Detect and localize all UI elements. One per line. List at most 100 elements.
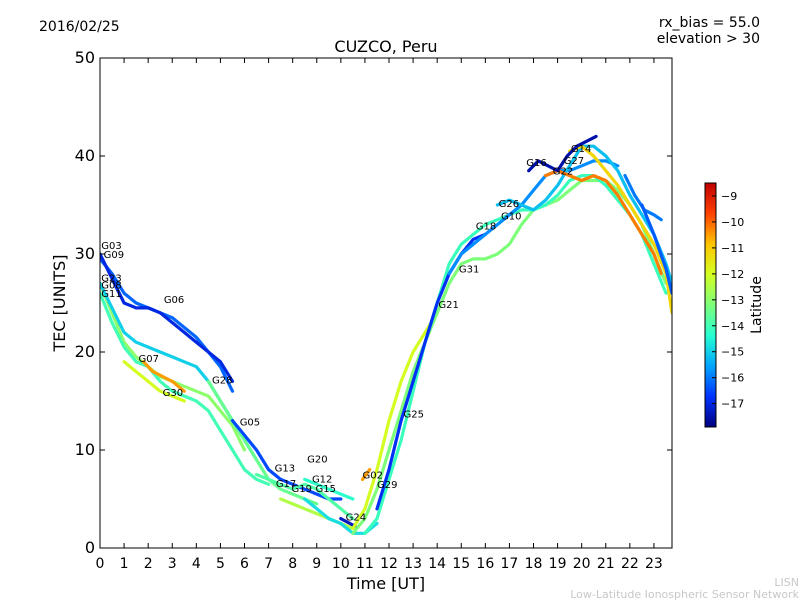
- tec-track-25: [640, 203, 672, 295]
- tec-track-19: [447, 159, 620, 276]
- satellite-label-g20: G20: [307, 455, 327, 466]
- tec-track-11: [303, 477, 355, 501]
- satellite-label-g10: G10: [501, 212, 521, 223]
- rx-bias-label: rx_bias = 55.0: [659, 15, 760, 31]
- tec-track-16: [351, 178, 668, 535]
- satellite-label-g08: G08: [101, 280, 121, 291]
- satellite-label-g07: G07: [139, 354, 159, 365]
- x-tick-label: 7: [264, 556, 273, 572]
- x-tick-label: 1: [120, 556, 129, 572]
- y-tick-label: 0: [85, 538, 95, 557]
- satellite-label-g23: G23: [101, 273, 121, 284]
- x-tick-label: 12: [380, 556, 398, 572]
- tec-track-17: [363, 174, 668, 535]
- satellite-label-g13: G13: [275, 464, 295, 475]
- satellite-label-g16: G16: [526, 158, 546, 169]
- x-tick-label: 22: [621, 556, 639, 572]
- tec-track-6: [141, 360, 186, 393]
- x-tick-label: 19: [549, 556, 567, 572]
- x-tick-label: 11: [356, 556, 374, 572]
- y-tick-label: 40: [75, 146, 95, 165]
- tec-tracks: [100, 134, 672, 535]
- x-tick-label: 21: [597, 556, 615, 572]
- tec-track-9: [254, 472, 355, 521]
- y-axis-ticks: 0 10 20 30 40 50: [75, 48, 672, 557]
- x-tick-label: 23: [645, 556, 663, 572]
- colorbar: [704, 182, 717, 428]
- satellite-label-g15: G15: [316, 484, 336, 495]
- satellite-label-g03: G03: [101, 241, 121, 252]
- x-tick-label: 15: [452, 556, 470, 572]
- colorbar-tick-label: −16: [721, 372, 744, 385]
- satellite-label-g11: G11: [101, 289, 121, 300]
- y-axis-label: TEC [UNITS]: [50, 255, 69, 353]
- x-axis-label: Time [UT]: [346, 574, 425, 593]
- satellite-label-g30: G30: [163, 388, 183, 399]
- tec-track-5: [122, 360, 186, 403]
- satellite-label-g18: G18: [476, 222, 496, 233]
- satellite-label-g17: G17: [276, 479, 296, 490]
- satellite-label-g21: G21: [438, 300, 458, 311]
- tec-track-14: [360, 468, 372, 481]
- colorbar-tick-label: −9: [721, 190, 737, 203]
- x-tick-label: 14: [428, 556, 446, 572]
- satellite-label-g05: G05: [240, 418, 260, 429]
- satellite-label-g22: G22: [553, 167, 573, 178]
- tec-track-20: [495, 144, 672, 285]
- y-tick-label: 10: [75, 440, 95, 459]
- satellite-label-g12: G12: [312, 474, 332, 485]
- colorbar-label: Latitude: [749, 276, 765, 334]
- x-axis-ticks: 0 1 2 3 4 5 6 7 8 9 10 11 12 13 14 15 16 17 18 19 20 21 22 23: [96, 58, 663, 572]
- satellite-label-g02: G02: [363, 470, 383, 481]
- colorbar-tick-label: −11: [721, 242, 744, 255]
- satellite-label-g27: G27: [564, 156, 584, 167]
- satellite-label-g09: G09: [104, 250, 124, 261]
- satellite-label-g14: G14: [571, 144, 591, 155]
- x-tick-label: 0: [96, 556, 105, 572]
- tec-track-7: [206, 379, 319, 506]
- satellite-label-g06: G06: [164, 295, 184, 306]
- satellite-label-g26: G26: [499, 199, 519, 210]
- tec-track-21: [544, 169, 663, 276]
- x-tick-label: 9: [312, 556, 321, 572]
- colorbar-tick-label: −13: [721, 294, 744, 307]
- date-label: 2016/02/25: [39, 19, 120, 35]
- colorbar-tick-label: −17: [721, 398, 744, 411]
- tec-track-3: [100, 291, 271, 486]
- colorbar-tick-label: −10: [721, 216, 744, 229]
- tec-track-18: [375, 232, 487, 511]
- y-tick-label: 30: [75, 244, 95, 263]
- satellite-label-g28: G28: [212, 375, 232, 386]
- x-tick-label: 2: [144, 556, 153, 572]
- x-tick-label: 10: [332, 556, 350, 572]
- footer-network-short: LISN: [774, 576, 799, 589]
- satellite-label-g19: G19: [291, 484, 311, 495]
- x-tick-label: 3: [168, 556, 177, 572]
- colorbar-tick-label: −15: [721, 346, 744, 359]
- tec-track-15: [351, 311, 439, 530]
- y-tick-label: 20: [75, 342, 95, 361]
- x-tick-label: 17: [501, 556, 519, 572]
- satellite-label-g24: G24: [346, 513, 366, 524]
- x-tick-label: 5: [216, 556, 225, 572]
- footer-network-full: Low-Latitude Ionospheric Sensor Network: [570, 588, 799, 600]
- tec-track-8: [230, 419, 343, 501]
- colorbar-tick-label: −14: [721, 320, 744, 333]
- satellite-label-g29: G29: [377, 480, 397, 491]
- x-tick-label: 6: [240, 556, 249, 572]
- colorbar-tick-label: −12: [721, 268, 744, 281]
- elevation-label: elevation > 30: [657, 31, 760, 47]
- plot-frame: [99, 57, 673, 549]
- x-tick-label: 18: [525, 556, 543, 572]
- x-tick-label: 4: [192, 556, 201, 572]
- x-tick-label: 20: [573, 556, 591, 572]
- x-tick-label: 8: [288, 556, 297, 572]
- y-tick-label: 50: [75, 48, 95, 67]
- satellite-label-g31: G31: [459, 265, 479, 276]
- tec-track-1: [100, 252, 235, 383]
- tec-track-22: [568, 144, 672, 315]
- tec-track-23: [527, 134, 598, 173]
- colorbar-ticks: −9 −10 −11 −12 −13 −14 −15 −16 −17: [712, 190, 744, 411]
